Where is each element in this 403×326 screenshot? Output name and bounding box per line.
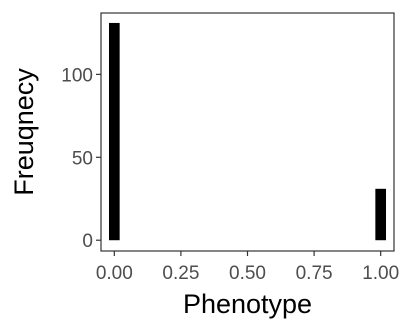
ticks-layer: 0.00 0.25 0.50 0.75 1.00 0 50 100 (61, 65, 399, 284)
x-tick-label: 0.00 (96, 263, 133, 284)
bars-layer (108, 22, 387, 241)
y-axis-title: Freuqnecy (9, 68, 39, 196)
x-tick-label: 0.25 (162, 263, 199, 284)
histogram-bar-1 (108, 22, 120, 241)
x-tick-label: 0.75 (296, 263, 333, 284)
y-tick-label: 0 (82, 231, 93, 252)
histogram-bar-2 (375, 188, 387, 241)
y-tick-label: 50 (72, 148, 93, 169)
x-axis-title: Phenotype (183, 289, 312, 319)
plot-panel-border (100, 12, 395, 252)
x-tick-label: 1.00 (362, 263, 399, 284)
y-tick-label: 100 (61, 65, 93, 86)
x-tick-label: 0.50 (229, 263, 266, 284)
